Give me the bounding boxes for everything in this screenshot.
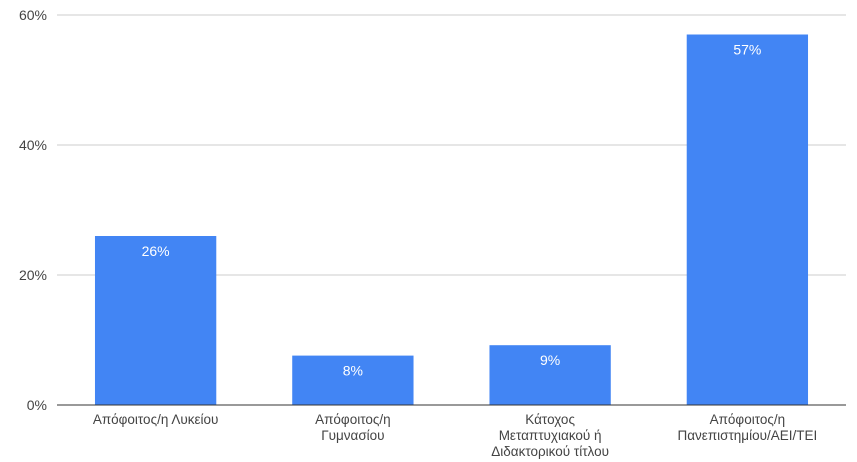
y-tick-label: 60%	[19, 7, 47, 23]
y-tick-label: 0%	[27, 397, 47, 413]
x-category-label: Πανεπιστημίου/ΑΕΙ/ΤΕΙ	[678, 428, 818, 443]
x-category-label: Απόφοιτος/η	[315, 412, 391, 427]
x-category-label: Μεταπτυχιακού ή	[499, 428, 602, 443]
x-category-label: Κάτοχος	[525, 412, 575, 427]
bar	[687, 35, 808, 406]
x-category-label: Απόφοιτος/η Λυκείου	[93, 412, 219, 427]
y-tick-label: 40%	[19, 137, 47, 153]
data-label: 26%	[142, 243, 170, 259]
bar	[95, 236, 216, 405]
bars: 26% 8% 9% 57%	[95, 35, 808, 406]
data-label: 9%	[540, 352, 560, 368]
y-axis-tick-labels: 0% 20% 40% 60%	[19, 7, 47, 413]
x-category-label: Απόφοιτος/η	[710, 412, 786, 427]
data-label: 8%	[343, 363, 363, 379]
x-category-label: Διδακτορικού τίτλου	[491, 444, 609, 459]
y-tick-label: 20%	[19, 267, 47, 283]
x-category-label: Γυμνασίου	[321, 428, 384, 443]
data-label: 57%	[733, 42, 761, 58]
x-axis-category-labels: Απόφοιτος/η Λυκείου Απόφοιτος/ηΓυμνασίουΚ…	[93, 412, 817, 459]
